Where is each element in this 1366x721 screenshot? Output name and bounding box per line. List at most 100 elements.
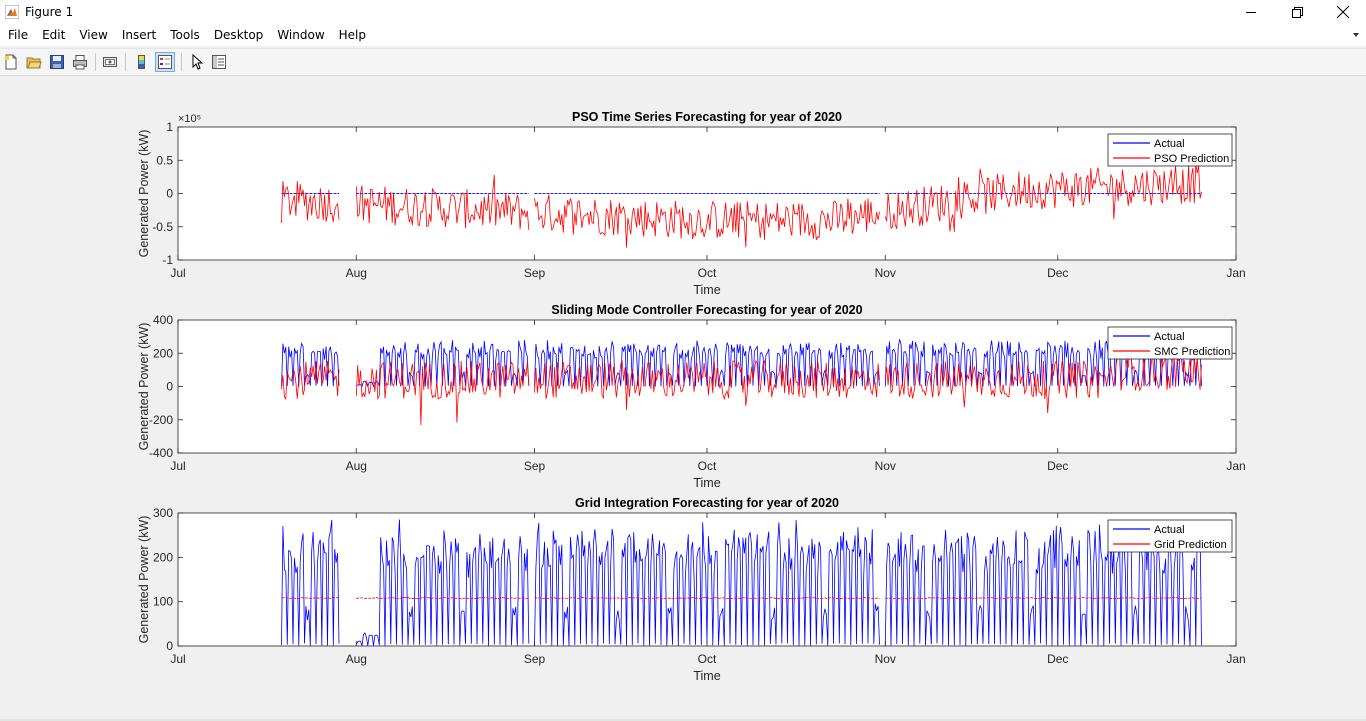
window-title: Figure 1 [25, 5, 74, 19]
legend-entry: Grid Prediction [1154, 539, 1227, 551]
chart-title: Sliding Mode Controller Forecasting for … [551, 303, 862, 317]
menu-help[interactable]: Help [338, 28, 366, 42]
minimize-button[interactable] [1228, 0, 1274, 24]
y-tick-label: 0.5 [156, 153, 173, 167]
link-plot-button[interactable] [100, 52, 120, 72]
new-figure-button[interactable] [1, 52, 21, 72]
x-tick-label: Dec [1047, 652, 1068, 666]
link-plot-icon [103, 57, 117, 67]
y-axis-label: Generated Power (kW) [137, 516, 151, 644]
menu-view[interactable]: View [79, 28, 108, 42]
pointer-icon [192, 54, 204, 70]
window-titlebar: Figure 1 [0, 0, 1366, 24]
legend[interactable]: Actual Grid Prediction [1107, 519, 1233, 553]
figure-toolbar [0, 48, 1366, 76]
property-inspector-button[interactable] [209, 52, 229, 72]
y-tick-label: 100 [153, 595, 173, 609]
save-icon [50, 55, 64, 69]
open-file-button[interactable] [24, 52, 44, 72]
legend[interactable]: Actual PSO Prediction [1107, 133, 1233, 167]
open-file-icon [26, 57, 42, 69]
legend-box [1107, 133, 1233, 167]
pso-axes[interactable]: -1 -0.5 0 0.5 1 Jul Aug Sep Oct Nov Dec Jan ×10⁵ PSO … [137, 110, 1246, 297]
chart-title: PSO Time Series Forecasting for year of … [572, 110, 842, 124]
y-tick-label: 1 [166, 120, 173, 134]
y-tick-label: -200 [149, 413, 173, 427]
pointer-button[interactable] [187, 52, 207, 72]
x-tick-label: Aug [346, 266, 367, 280]
grid-axes[interactable]: 0 100 200 300 Jul Aug Sep Oct Nov Dec Jan Grid Inte… [137, 496, 1246, 683]
y-tick-label: -1 [162, 253, 173, 267]
legend-box [1107, 326, 1233, 360]
minimize-icon [1245, 11, 1256, 13]
y-axis-label: Generated Power (kW) [137, 323, 151, 451]
x-tick-label: Oct [698, 459, 717, 473]
restore-icon [1291, 6, 1303, 18]
y-tick-label: 300 [153, 506, 173, 520]
save-button[interactable] [47, 52, 67, 72]
x-axis-label: Time [693, 669, 720, 683]
x-tick-label: Oct [698, 652, 717, 666]
close-button[interactable] [1320, 0, 1366, 24]
x-tick-label: Aug [346, 652, 367, 666]
prediction-series-line [281, 597, 1202, 600]
print-icon [73, 55, 87, 70]
x-tick-label: Dec [1047, 266, 1068, 280]
toolbar-separator [125, 53, 126, 71]
chart-title: Grid Integration Forecasting for year of… [575, 496, 839, 510]
colorbar-button[interactable] [132, 52, 152, 72]
x-tick-label: Sep [524, 652, 546, 666]
legend[interactable]: Actual SMC Prediction [1107, 326, 1233, 360]
x-tick-label: Nov [875, 459, 896, 473]
x-tick-label: Jul [170, 266, 185, 280]
menu-insert[interactable]: Insert [121, 28, 157, 42]
prediction-series-line [281, 352, 1202, 426]
legend-box [1107, 519, 1233, 553]
new-figure-icon [4, 54, 17, 70]
y-tick-label: -400 [149, 446, 173, 460]
x-axis-label: Time [693, 283, 720, 297]
legend-entry: Actual [1154, 331, 1185, 343]
smc-axes[interactable]: -400 -200 0 200 400 Jul Aug Sep Oct Nov Dec Jan Slid… [137, 303, 1246, 490]
x-tick-label: Nov [875, 652, 896, 666]
legend-entry: PSO Prediction [1154, 153, 1229, 165]
x-tick-label: Nov [875, 266, 896, 280]
legend-button[interactable] [155, 52, 175, 72]
legend-entry: Actual [1154, 138, 1185, 150]
actual-series-line [281, 339, 1202, 388]
y-tick-label: 400 [153, 313, 173, 327]
x-tick-label: Dec [1047, 459, 1068, 473]
x-axis-label: Time [693, 476, 720, 490]
y-tick-label: 0 [166, 639, 173, 653]
legend-icon [158, 55, 172, 69]
menu-file[interactable]: File [8, 28, 29, 42]
actual-series-line [281, 519, 1202, 646]
matlab-logo-icon [5, 5, 19, 19]
x-tick-label: Oct [698, 266, 717, 280]
x-tick-label: Sep [524, 459, 546, 473]
window-bottom-edge [0, 719, 1366, 721]
x-tick-label: Jul [170, 652, 185, 666]
x-tick-label: Jan [1226, 652, 1245, 666]
x-tick-label: Aug [346, 459, 367, 473]
menu-desktop[interactable]: Desktop [213, 28, 264, 42]
colorbar-icon [138, 55, 145, 69]
print-button[interactable] [70, 52, 90, 72]
menu-tools[interactable]: Tools [170, 28, 200, 42]
legend-entry: Actual [1154, 524, 1185, 536]
x-tick-label: Jan [1226, 266, 1245, 280]
menu-window[interactable]: Window [277, 28, 325, 42]
x-tick-label: Sep [524, 266, 546, 280]
menu-edit[interactable]: Edit [42, 28, 66, 42]
toolbar-separator [181, 53, 182, 71]
property-inspector-icon [212, 55, 226, 69]
y-tick-label: -0.5 [152, 220, 173, 234]
y-exponent-label: ×10⁵ [178, 113, 201, 125]
restore-button[interactable] [1274, 0, 1320, 24]
toolstrip-dock-arrow-icon[interactable] [1352, 31, 1360, 39]
legend-entry: SMC Prediction [1154, 346, 1230, 358]
y-tick-label: 0 [166, 187, 173, 201]
x-tick-label: Jan [1226, 459, 1245, 473]
prediction-series-line [281, 164, 1202, 248]
